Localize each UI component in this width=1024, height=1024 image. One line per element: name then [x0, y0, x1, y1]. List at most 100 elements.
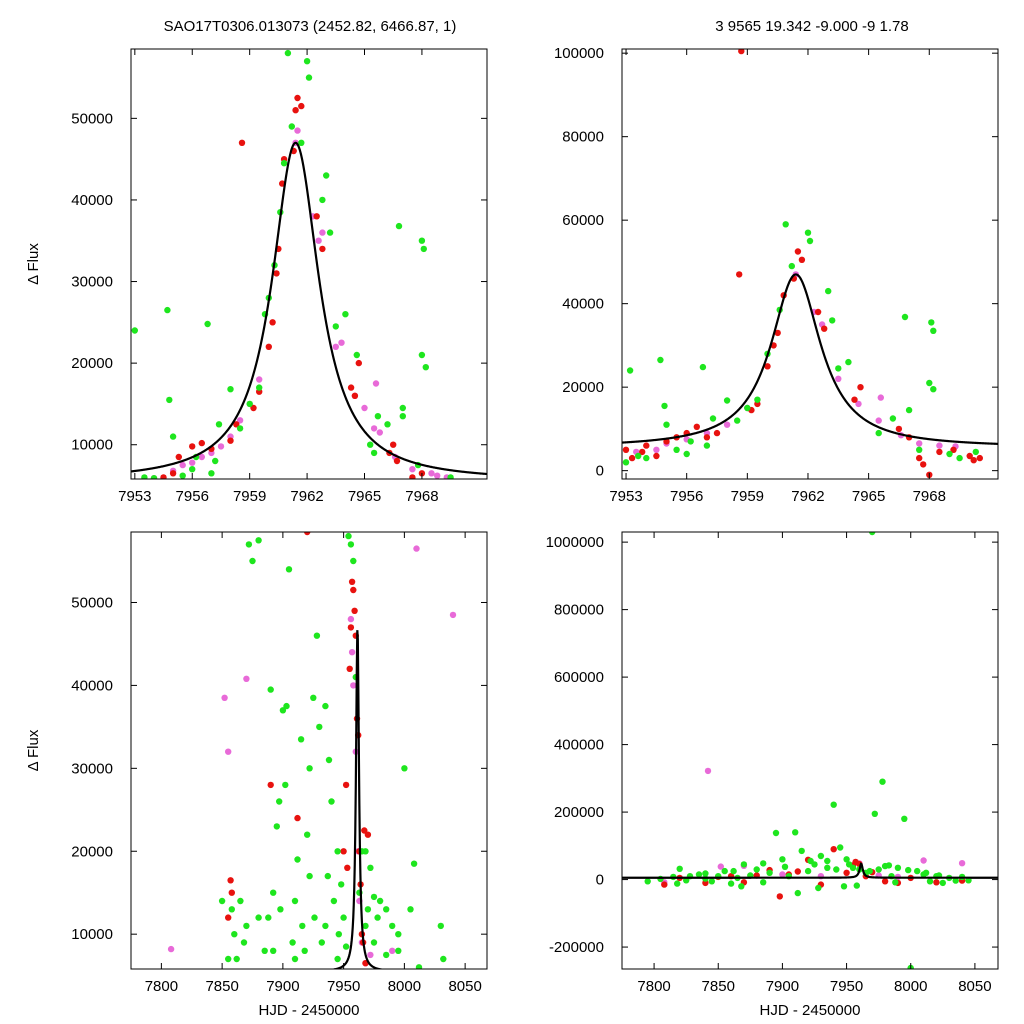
data-point-green: [875, 866, 882, 873]
data-point-green: [744, 404, 751, 412]
data-point-green: [267, 686, 274, 693]
data-point-green: [225, 955, 232, 963]
data-point-red: [342, 781, 350, 789]
data-point-magenta: [315, 237, 322, 244]
data-point-red: [169, 470, 177, 477]
data-point-green: [845, 861, 853, 868]
x-axis-label: HJD - 2450000: [259, 1002, 360, 1019]
data-point-green: [869, 532, 876, 536]
data-point-green: [273, 823, 280, 830]
data-point-green: [342, 311, 349, 318]
data-point-green: [781, 863, 789, 870]
data-point-magenta: [372, 380, 380, 387]
data-point-red: [298, 102, 305, 110]
data-point-red: [347, 384, 355, 391]
data-point-green: [440, 955, 447, 963]
data-point-green: [914, 867, 921, 875]
y-tick-label: 40000: [71, 677, 113, 694]
data-point-green: [415, 964, 423, 969]
data-point-magenta: [217, 443, 225, 450]
x-axis-label: HJD - 2450000: [760, 1002, 861, 1019]
data-point-green: [370, 449, 378, 457]
data-point-green: [952, 877, 959, 884]
data-point-green: [699, 363, 707, 371]
data-point-green: [362, 922, 369, 930]
y-tick-label: 1000000: [546, 534, 604, 551]
data-point-green: [905, 866, 912, 874]
data-point-magenta: [167, 945, 175, 953]
data-point-green: [362, 848, 369, 855]
data-point-green: [418, 237, 426, 244]
data-point-green: [788, 262, 795, 270]
data-point-green: [218, 897, 226, 905]
x-tick-label: 7850: [702, 978, 735, 995]
data-point-red: [227, 877, 234, 884]
data-point-green: [853, 882, 860, 889]
data-point-green: [708, 878, 715, 885]
data-point-green: [243, 922, 250, 930]
data-point-green: [310, 694, 317, 701]
data-point-red: [653, 452, 660, 460]
data-point-magenta: [221, 694, 228, 701]
data-point-green: [367, 864, 374, 871]
data-point-green: [905, 406, 913, 414]
data-point-magenta: [920, 857, 927, 864]
x-tick-label: 7800: [637, 978, 670, 995]
data-point-green: [845, 358, 852, 366]
data-point-red: [250, 404, 257, 412]
data-point-green: [301, 947, 308, 954]
data-point-green: [916, 446, 923, 453]
data-point-green: [674, 880, 681, 887]
data-point-green: [166, 396, 173, 404]
data-point-red: [294, 94, 301, 102]
data-point-green: [288, 123, 295, 130]
data-point-green: [276, 798, 283, 805]
y-tick-label: 600000: [554, 669, 604, 686]
y-tick-label: 50000: [71, 594, 113, 611]
plot-frame: [621, 48, 999, 480]
data-point-green: [703, 442, 711, 449]
data-point-red: [713, 429, 721, 437]
data-point-green: [879, 778, 886, 785]
data-point-green: [657, 356, 664, 364]
data-point-green: [727, 880, 735, 887]
data-point-green: [894, 864, 902, 871]
data-point-red: [933, 879, 940, 886]
top-right-panel: 7953 7956 7959 7962 7965 7968 0 20000 40000 60000…: [554, 45, 999, 505]
y-tick-label: 50000: [71, 110, 113, 127]
data-point-green: [901, 815, 908, 822]
data-point-green: [256, 384, 263, 391]
data-point-green: [298, 139, 305, 146]
data-point-magenta: [434, 472, 441, 479]
data-point-green: [683, 450, 690, 458]
data-point-red: [265, 343, 272, 350]
x-tick-label: 8000: [388, 978, 421, 995]
data-point-green: [922, 869, 930, 876]
data-point-green: [643, 454, 650, 462]
data-point-red: [881, 878, 889, 885]
x-tick-label: 7962: [791, 488, 824, 505]
data-point-green: [212, 457, 219, 465]
data-point-magenta: [916, 440, 923, 447]
data-point-green: [328, 798, 335, 805]
data-point-green: [367, 441, 374, 448]
data-point-green: [926, 379, 933, 387]
data-point-red: [390, 441, 397, 448]
data-point-green: [322, 702, 329, 710]
data-point-green: [303, 58, 311, 65]
data-point-green: [306, 872, 313, 880]
data-point-red: [736, 271, 743, 278]
y-tick-label: 10000: [71, 926, 113, 943]
data-point-red: [936, 448, 943, 456]
data-point-green: [245, 541, 253, 548]
data-point-red: [738, 49, 745, 55]
x-tick-label: 7956: [176, 488, 209, 505]
data-point-magenta: [179, 461, 186, 469]
data-point-green: [324, 872, 331, 880]
data-point-green: [401, 765, 408, 772]
data-point-green: [833, 866, 840, 873]
data-point-red: [920, 461, 927, 468]
y-tick-label: 0: [596, 872, 604, 889]
data-point-green: [284, 49, 292, 57]
x-tick-label: 7900: [266, 978, 299, 995]
